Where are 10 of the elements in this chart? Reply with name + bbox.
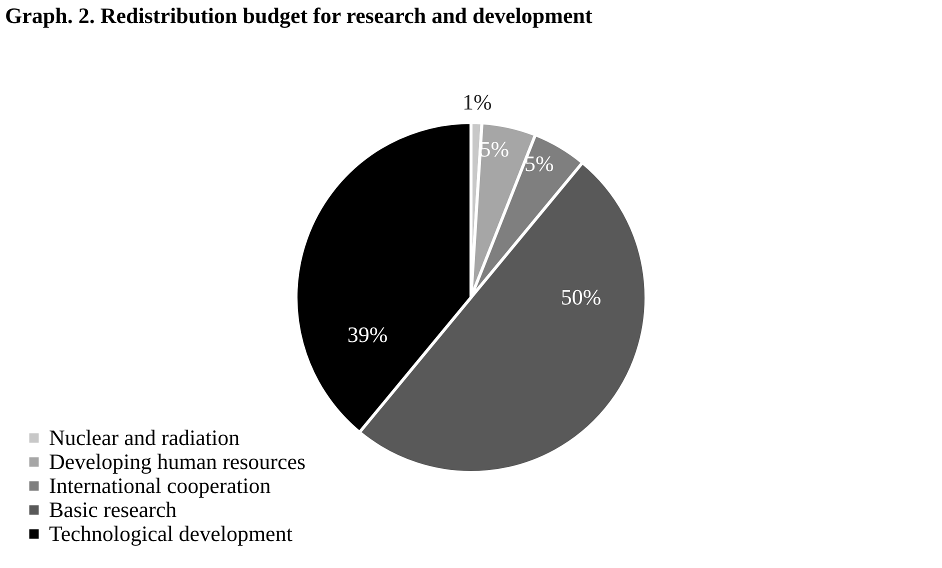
legend-label: Developing human resources: [49, 449, 306, 474]
legend-label: Technological development: [49, 521, 292, 546]
data-label: 5%: [524, 150, 554, 176]
data-label: 1%: [462, 90, 492, 115]
legend-label: Nuclear and radiation: [49, 425, 240, 450]
legend-label: Basic research: [49, 497, 177, 522]
chart-title: Graph. 2. Redistribution budget for research and development: [5, 3, 593, 28]
data-label: 50%: [560, 284, 602, 310]
legend-label: International cooperation: [49, 473, 271, 498]
data-label: 39%: [347, 322, 388, 347]
